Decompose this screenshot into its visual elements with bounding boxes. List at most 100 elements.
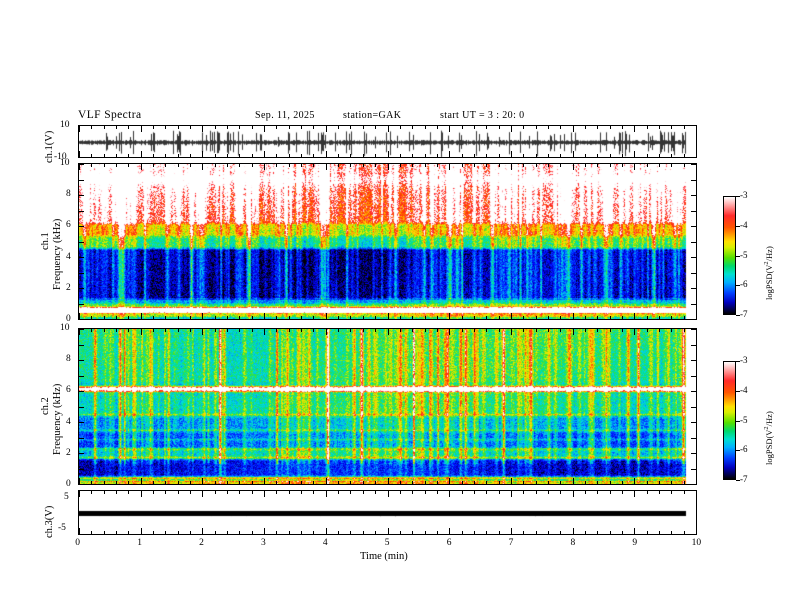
axis-tick-mark [597, 316, 598, 319]
axis-tick-mark [585, 316, 586, 319]
axis-tick-mark [486, 531, 487, 534]
axis-tick-mark [178, 329, 179, 332]
axis-tick-mark [202, 164, 203, 170]
axis-tick-mark [79, 164, 80, 170]
axis-tick-mark [511, 164, 512, 170]
axis-tick-mark [153, 164, 154, 167]
axis-tick-mark [301, 481, 302, 484]
axis-tick-mark [610, 491, 611, 494]
axis-tick-mark [523, 316, 524, 319]
axis-tick-mark [79, 211, 84, 212]
axis-tick-mark [252, 126, 253, 129]
axis-tick-mark [313, 316, 314, 319]
axis-tick-mark [412, 154, 413, 157]
axis-tick-mark [659, 329, 660, 332]
axis-tick-mark [215, 491, 216, 494]
axis-tick-mark [104, 316, 105, 319]
axis-tick-mark [264, 478, 265, 484]
axis-tick-mark [190, 164, 191, 167]
colorbar-tick-mark [736, 390, 740, 392]
axis-tick-mark [141, 491, 142, 497]
axis-tick-mark [647, 154, 648, 157]
axis-tick-mark [499, 329, 500, 332]
colorbar-tick--5: -5 [740, 249, 748, 260]
axis-tick-mark [499, 481, 500, 484]
axis-tick-mark [153, 126, 154, 129]
axis-tick-mark [499, 154, 500, 157]
axis-tick-mark [116, 531, 117, 534]
axis-tick-mark [437, 316, 438, 319]
axis-tick-mark [79, 151, 80, 157]
axis-tick-mark [573, 478, 574, 484]
axis-tick-mark [79, 273, 84, 274]
axis-tick-mark [634, 313, 635, 319]
axis-tick-mark [634, 491, 635, 497]
ch2-colorbar-label-exp: 2 [763, 426, 770, 430]
axis-tick-mark [486, 154, 487, 157]
axis-tick-mark [116, 154, 117, 157]
axis-tick-mark [610, 164, 611, 167]
axis-tick-mark [79, 195, 84, 196]
axis-tick-mark [91, 491, 92, 494]
axis-tick-mark [696, 491, 697, 497]
axis-tick-mark [474, 531, 475, 534]
axis-tick-mark [634, 528, 635, 534]
colorbar-tick--6: -6 [740, 444, 748, 455]
axis-tick-mark [597, 154, 598, 157]
axis-tick-mark [202, 151, 203, 157]
axis-tick-mark [474, 329, 475, 332]
axis-tick-mark [375, 329, 376, 332]
axis-tick-mark [585, 481, 586, 484]
axis-tick-mark [659, 491, 660, 494]
axis-tick-mark [691, 226, 696, 227]
axis-tick-mark [474, 316, 475, 319]
axis-tick-mark [79, 164, 84, 165]
axis-tick-mark [338, 481, 339, 484]
ch1-voltage-axis-label: ch.1(V) [44, 130, 55, 163]
axis-tick-mark [691, 438, 696, 439]
axis-tick-mark [388, 164, 389, 170]
axis-tick-mark [696, 329, 697, 335]
axis-tick-mark [104, 491, 105, 494]
axis-tick-mark [79, 242, 84, 243]
axis-tick-mark [684, 126, 685, 129]
axis-tick-mark [326, 329, 327, 335]
axis-tick-mark [462, 491, 463, 494]
axis-tick-mark [671, 164, 672, 167]
ch1-spectrogram-channel-label: ch.1 [40, 232, 51, 250]
axis-tick-mark [548, 126, 549, 129]
axis-tick-mark [536, 126, 537, 129]
axis-tick-mark [671, 329, 672, 332]
axis-tick-mark [153, 481, 154, 484]
axis-tick-mark [301, 531, 302, 534]
axis-tick-mark [412, 329, 413, 332]
axis-tick-mark [276, 316, 277, 319]
axis-tick-mark [79, 528, 80, 534]
axis-tick-mark [511, 329, 512, 335]
axis-tick-mark [449, 478, 450, 484]
axis-tick-mark [326, 491, 327, 497]
axis-tick-mark [289, 316, 290, 319]
axis-tick-mark [400, 164, 401, 167]
ch1-voltage-tick-neg: -10 [54, 152, 67, 162]
ch1-colorbar-label-main: logPSD(V [763, 264, 774, 300]
axis-tick-mark [449, 126, 450, 132]
axis-tick-mark [659, 154, 660, 157]
axis-tick-mark [289, 329, 290, 332]
axis-tick-mark [536, 164, 537, 167]
axis-tick-mark [388, 151, 389, 157]
axis-tick-mark [696, 313, 697, 319]
axis-tick-mark [622, 164, 623, 167]
ch1-colorbar [723, 196, 736, 315]
axis-tick-mark [573, 329, 574, 335]
axis-tick-mark [165, 316, 166, 319]
axis-tick-mark [573, 313, 574, 319]
axis-tick-mark [573, 126, 574, 132]
axis-tick-mark [684, 531, 685, 534]
axis-tick-mark [523, 481, 524, 484]
axis-tick-mark [659, 316, 660, 319]
axis-tick-mark [585, 491, 586, 494]
axis-tick-mark [239, 491, 240, 494]
colorbar-tick--7: -7 [740, 309, 748, 319]
axis-tick-mark [400, 154, 401, 157]
